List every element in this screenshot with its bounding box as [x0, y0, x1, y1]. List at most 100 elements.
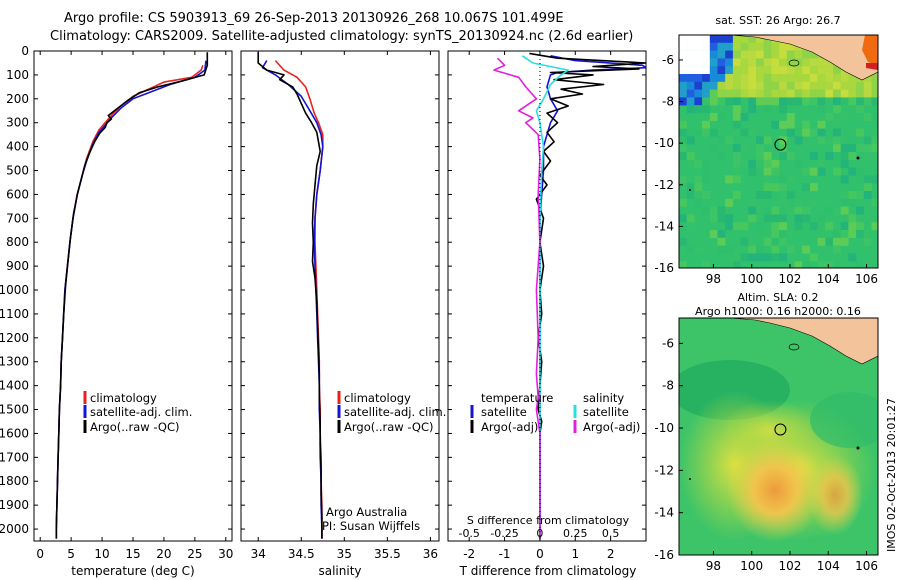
- legend-label-argo: Argo(..raw -QC): [90, 420, 180, 434]
- sst-pixel: [732, 167, 741, 176]
- sst-pixel: [679, 198, 687, 207]
- temperature-axes-frame: [33, 50, 233, 542]
- series-line-t-argo-adj-: [529, 52, 646, 539]
- sst-pixel: [686, 97, 695, 106]
- sst-pixel: [679, 120, 687, 129]
- sst-pixel: [756, 74, 764, 82]
- sst-pixel: [786, 152, 795, 160]
- y-tick-label: 200: [6, 92, 29, 106]
- sst-pixel: [871, 89, 878, 98]
- sst-pixel: [871, 222, 878, 231]
- y-tick-label: 1700: [0, 450, 29, 464]
- sst-pixel: [740, 128, 749, 137]
- sst-pixel: [802, 89, 811, 98]
- sst-pixel: [840, 89, 849, 98]
- sst-pixel: [756, 89, 764, 98]
- sst-pixel: [740, 58, 749, 67]
- sst-pixel: [817, 89, 826, 98]
- sst-pixel: [756, 159, 764, 168]
- sst-pixel: [809, 167, 818, 176]
- sst-pixel: [717, 42, 726, 51]
- sst-pixel: [679, 74, 687, 82]
- y-tick-label: 1500: [0, 403, 29, 417]
- sst-pixel: [863, 144, 872, 153]
- sst-pixel: [679, 175, 687, 184]
- sst-pixel: [679, 136, 687, 145]
- x-tick-label: 0: [536, 547, 544, 561]
- sst-pixel: [694, 66, 703, 75]
- map-x-tick-label: 100: [740, 272, 763, 286]
- sst-pixel: [756, 253, 764, 262]
- sst-pixel: [871, 81, 878, 90]
- sst-pixel: [840, 191, 849, 199]
- sst-pixel: [840, 159, 849, 168]
- sst-pixel: [717, 35, 726, 43]
- sst-pixel: [802, 183, 811, 192]
- x-tick-label: 20: [156, 547, 171, 561]
- sst-pixel: [717, 66, 726, 75]
- sst-pixel: [686, 42, 695, 51]
- sst-pixel: [732, 175, 741, 184]
- sst-pixel: [748, 198, 757, 207]
- sst-pixel: [694, 198, 703, 207]
- map-y-tick-label: -14: [654, 219, 674, 233]
- y-tick-label: 1200: [0, 331, 29, 345]
- salinity-xlabel: salinity: [318, 564, 361, 578]
- sst-pixel: [833, 136, 841, 145]
- sst-pixel: [863, 81, 872, 90]
- x-tick-label: 15: [125, 547, 140, 561]
- sst-pixel: [717, 206, 726, 215]
- sst-pixel: [809, 128, 818, 137]
- sst-pixel: [833, 89, 841, 98]
- sst-pixel: [779, 222, 787, 231]
- sst-pixel: [740, 253, 749, 262]
- sst-pixel: [694, 50, 703, 59]
- sst-pixel: [856, 175, 864, 184]
- map-y-tick-label: -10: [654, 421, 674, 435]
- island-dot-2: [689, 189, 691, 191]
- sst-pixel: [840, 237, 849, 246]
- sst-pixel: [794, 159, 803, 168]
- sst-pixel: [709, 89, 718, 98]
- sst-pixel: [686, 222, 695, 231]
- difference-panel: -2 -1 0 1 2 -0.5 -0.25 0 0.25 0.5 S difference f…: [447, 50, 647, 578]
- sst-pixel: [809, 81, 818, 90]
- sst-pixel: [809, 89, 818, 98]
- sst-pixel: [725, 261, 734, 268]
- sst-pixel: [725, 42, 734, 51]
- sst-pixel: [848, 89, 857, 98]
- y-tick-label: 100: [6, 68, 29, 82]
- sst-pixel: [763, 81, 772, 90]
- sst-pixel: [786, 58, 795, 67]
- sst-pixel: [717, 230, 726, 238]
- sst-pixel: [686, 183, 695, 192]
- sst-pixel: [725, 74, 734, 82]
- sst-pixel: [732, 66, 741, 75]
- sst-pixel: [809, 66, 818, 75]
- island-outline: [788, 59, 800, 67]
- series-line-t-satellite: [539, 55, 646, 539]
- sst-pixel: [702, 58, 710, 67]
- sst-map-title: sat. SST: 26 Argo: 26.7: [715, 14, 840, 27]
- map-x-tick-label: 104: [817, 559, 840, 573]
- sst-pixel: [702, 261, 710, 268]
- sst-pixel: [702, 81, 710, 90]
- sst-pixel: [686, 74, 695, 82]
- series-line-s-argo-adj-: [493, 57, 541, 539]
- sst-pixel: [848, 198, 857, 207]
- sst-pixel: [732, 159, 741, 168]
- map-y-tick-label: -6: [662, 336, 674, 350]
- sst-pixel: [802, 128, 811, 137]
- sst-pixel: [732, 144, 741, 153]
- sst-pixel: [848, 222, 857, 231]
- sst-pixel: [694, 175, 703, 184]
- sst-pixel: [732, 152, 741, 160]
- sst-pixel: [679, 35, 687, 43]
- sst-pixel: [871, 198, 878, 207]
- sst-pixel: [833, 81, 841, 90]
- sst-pixel: [740, 159, 749, 168]
- sst-pixel: [840, 222, 849, 231]
- sst-pixel: [825, 261, 834, 268]
- sst-pixel: [732, 120, 741, 129]
